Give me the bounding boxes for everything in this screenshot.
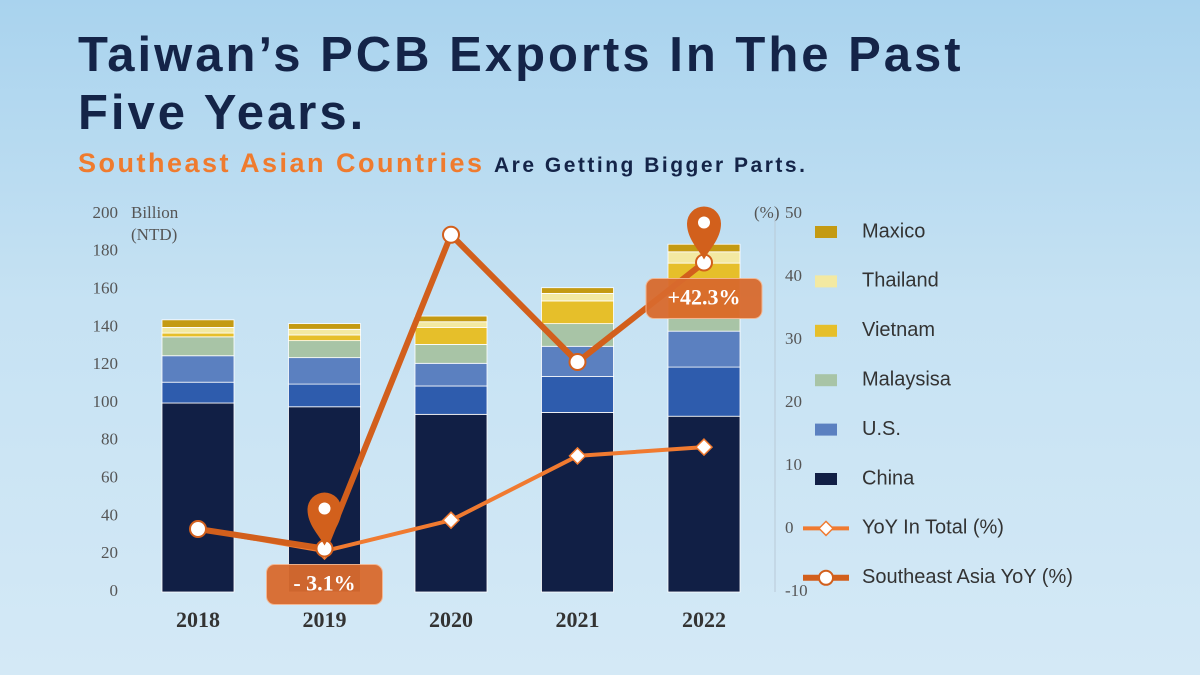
chart-subtitle: Southeast Asian Countries Are Getting Bi… bbox=[78, 148, 807, 179]
legend-swatch bbox=[815, 473, 837, 485]
bar-segment bbox=[161, 381, 235, 404]
y2-tick-label: -10 bbox=[785, 581, 808, 600]
legend-swatch bbox=[815, 423, 837, 436]
bar-segment bbox=[288, 383, 361, 408]
y-tick-label: 180 bbox=[93, 241, 119, 260]
y2-axis-label: (%) bbox=[754, 203, 779, 222]
bar-segment bbox=[541, 287, 614, 294]
y-axis-label: (NTD) bbox=[131, 225, 177, 244]
y-tick-label: 60 bbox=[101, 468, 118, 487]
pin-icon bbox=[687, 206, 721, 260]
line-marker bbox=[441, 511, 461, 530]
bar-segment bbox=[161, 326, 235, 334]
bar-segment bbox=[667, 317, 741, 332]
bar-segment bbox=[161, 336, 235, 357]
legend-swatch bbox=[815, 374, 837, 387]
legend-label: Southeast Asia YoY (%) bbox=[862, 566, 1073, 588]
y-tick-label: 20 bbox=[101, 543, 118, 562]
bar-segment bbox=[667, 330, 741, 368]
y-tick-label: 140 bbox=[93, 316, 119, 335]
y-tick-label: 0 bbox=[110, 581, 119, 600]
legend-label: Malaysisa bbox=[862, 368, 952, 390]
line-marker bbox=[568, 446, 587, 465]
legend-label: Vietnam bbox=[862, 319, 935, 341]
legend-label: U.S. bbox=[862, 418, 901, 440]
x-tick-label: 2022 bbox=[682, 607, 726, 632]
pin-hole bbox=[318, 502, 331, 515]
bar-segment bbox=[161, 355, 235, 383]
bar-segment bbox=[161, 332, 235, 338]
legend-label: China bbox=[862, 467, 915, 489]
y-tick-label: 200 bbox=[93, 203, 119, 222]
subtitle-rest: Are Getting Bigger Parts. bbox=[494, 154, 808, 177]
legend-swatch bbox=[815, 324, 837, 337]
y-tick-label: 100 bbox=[93, 392, 119, 411]
bar-segment bbox=[541, 300, 614, 325]
bar-segment bbox=[414, 413, 488, 593]
bar-segment bbox=[414, 315, 488, 323]
bar-segment bbox=[541, 376, 614, 413]
bar-segment bbox=[414, 344, 488, 364]
x-tick-label: 2020 bbox=[429, 607, 473, 632]
bar-segment bbox=[667, 366, 741, 417]
bar-segment bbox=[414, 321, 488, 328]
y2-tick-label: 30 bbox=[785, 329, 802, 348]
y-axis-label: Billion bbox=[131, 203, 179, 222]
y2-tick-label: 40 bbox=[785, 266, 802, 285]
legend-swatch bbox=[815, 226, 837, 238]
bar-segment bbox=[414, 362, 488, 387]
y2-tick-label: 50 bbox=[785, 203, 802, 222]
bar-segment bbox=[541, 292, 614, 302]
legend-swatch bbox=[815, 275, 837, 288]
bar-segment bbox=[161, 319, 235, 328]
y2-tick-label: 10 bbox=[785, 455, 802, 474]
legend-marker bbox=[818, 569, 834, 586]
subtitle-highlight: Southeast Asian Countries bbox=[78, 148, 485, 178]
x-tick-label: 2019 bbox=[303, 607, 347, 632]
legend-label: YoY In Total (%) bbox=[862, 517, 1004, 539]
pin-hole bbox=[698, 216, 710, 229]
bar-segment bbox=[288, 334, 361, 342]
y2-tick-label: 0 bbox=[785, 518, 794, 537]
value-label: +42.3% bbox=[667, 285, 740, 310]
line-marker bbox=[694, 438, 714, 457]
bar-segment bbox=[414, 385, 488, 415]
bar-segment bbox=[414, 326, 488, 345]
y-tick-label: 40 bbox=[101, 505, 118, 524]
pin-icon bbox=[307, 492, 342, 546]
bar-segment bbox=[288, 328, 361, 336]
value-label: - 3.1% bbox=[293, 571, 355, 596]
y2-tick-label: 20 bbox=[785, 392, 802, 411]
x-tick-label: 2018 bbox=[176, 607, 220, 632]
legend-label: Maxico bbox=[862, 220, 925, 242]
bar-segment bbox=[288, 357, 361, 385]
line-marker bbox=[568, 353, 587, 372]
x-tick-label: 2021 bbox=[556, 607, 600, 632]
line-marker bbox=[442, 225, 460, 244]
bar-segment bbox=[288, 323, 361, 330]
y-tick-label: 160 bbox=[93, 279, 119, 298]
line-marker bbox=[189, 520, 207, 538]
bar-segment bbox=[541, 412, 614, 593]
value-label-box bbox=[266, 564, 383, 606]
chart-title: Taiwan’s PCB Exports In The Past Five Ye… bbox=[78, 28, 964, 140]
legend-label: Thailand bbox=[862, 270, 939, 292]
value-label-box bbox=[645, 278, 763, 320]
legend-marker bbox=[817, 520, 835, 537]
bar-segment bbox=[288, 340, 361, 359]
y-tick-label: 80 bbox=[101, 430, 118, 449]
y-tick-label: 120 bbox=[93, 354, 119, 373]
bar-segment bbox=[161, 402, 235, 593]
